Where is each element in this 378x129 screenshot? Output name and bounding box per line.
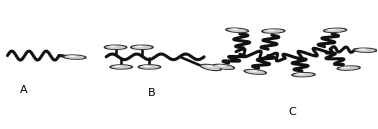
Ellipse shape	[246, 70, 265, 74]
Ellipse shape	[206, 65, 214, 67]
Ellipse shape	[262, 29, 285, 33]
Ellipse shape	[244, 70, 266, 74]
Ellipse shape	[339, 66, 358, 70]
Ellipse shape	[341, 67, 350, 68]
Ellipse shape	[324, 28, 347, 32]
Ellipse shape	[132, 45, 152, 49]
Ellipse shape	[202, 65, 220, 70]
Ellipse shape	[263, 29, 283, 33]
Ellipse shape	[355, 49, 375, 52]
Ellipse shape	[226, 28, 249, 33]
Ellipse shape	[231, 29, 239, 30]
Ellipse shape	[114, 65, 123, 67]
Ellipse shape	[353, 48, 377, 52]
Ellipse shape	[68, 55, 76, 57]
Ellipse shape	[296, 73, 305, 75]
Text: C: C	[289, 107, 296, 117]
Ellipse shape	[358, 49, 367, 50]
Ellipse shape	[218, 65, 226, 67]
Text: A: A	[20, 85, 27, 95]
Ellipse shape	[108, 46, 117, 47]
Ellipse shape	[294, 73, 313, 76]
Ellipse shape	[200, 64, 222, 71]
Ellipse shape	[143, 65, 151, 67]
Ellipse shape	[140, 65, 159, 69]
Ellipse shape	[249, 70, 258, 72]
Ellipse shape	[135, 46, 144, 47]
Ellipse shape	[214, 65, 233, 69]
Ellipse shape	[228, 28, 247, 32]
Ellipse shape	[112, 65, 131, 69]
Ellipse shape	[110, 65, 133, 69]
Ellipse shape	[325, 29, 345, 32]
Ellipse shape	[104, 45, 127, 49]
Ellipse shape	[328, 29, 336, 31]
Text: B: B	[147, 88, 155, 98]
Ellipse shape	[213, 64, 234, 69]
Ellipse shape	[138, 65, 161, 69]
Ellipse shape	[106, 45, 125, 49]
Ellipse shape	[292, 73, 315, 77]
Ellipse shape	[131, 45, 153, 49]
Ellipse shape	[266, 30, 275, 31]
Ellipse shape	[63, 55, 86, 59]
Ellipse shape	[337, 66, 360, 70]
Ellipse shape	[65, 55, 84, 59]
